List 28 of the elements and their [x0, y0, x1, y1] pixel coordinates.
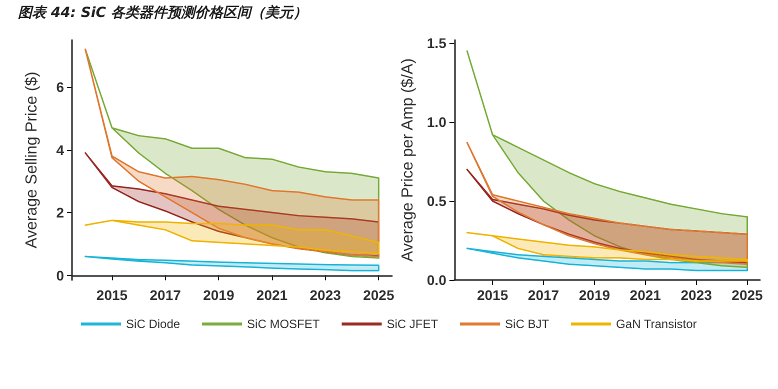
x-tick-label: 2017	[150, 287, 182, 303]
x-tick-label: 2023	[310, 287, 342, 303]
x-tick-label: 2025	[732, 287, 764, 303]
y-tick-label: 1.5	[426, 35, 447, 52]
x-tick-label: 2021	[256, 287, 288, 303]
legend-label: SiC JFET	[386, 317, 439, 331]
y-tick-label: 6	[56, 79, 64, 96]
legend-label: GaN Transistor	[616, 317, 697, 331]
x-tick-label: 2021	[630, 287, 662, 303]
x-tick-label: 2015	[476, 287, 508, 303]
legend-label: SiC MOSFET	[247, 317, 320, 331]
y-tick-label: 2	[56, 204, 64, 221]
y-tick-label: 0.5	[426, 193, 447, 210]
chart-title: 图表 44: SiC 各类器件预测价格区间（美元）	[18, 4, 307, 22]
y-tick-label: 0.0	[426, 272, 447, 288]
x-tick-label: 2025	[363, 287, 394, 303]
x-tick-label: 2015	[96, 287, 128, 303]
y-tick-label: 4	[56, 142, 64, 158]
x-tick-label: 2017	[528, 287, 560, 303]
y-axis-title: Average Selling Price ($)	[24, 72, 40, 248]
y-axis-title: Average Price per Amp ($/A)	[400, 58, 416, 262]
x-tick-label: 2023	[680, 287, 712, 303]
x-tick-label: 2019	[578, 287, 610, 303]
legend-label: SiC Diode	[126, 317, 180, 331]
legend-label: SiC BJT	[505, 317, 550, 331]
y-tick-label: 1.0	[426, 114, 447, 130]
x-tick-label: 2019	[203, 287, 234, 303]
y-tick-label: 0	[56, 267, 64, 284]
